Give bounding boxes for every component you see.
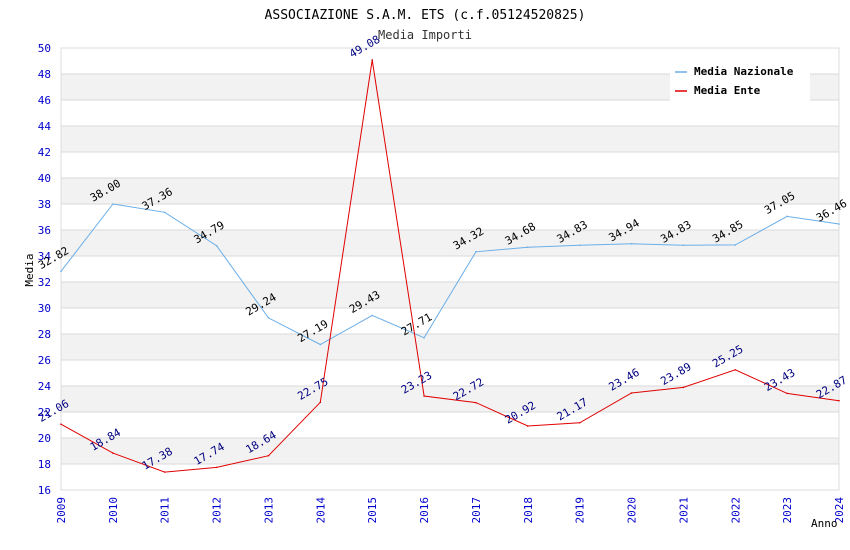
data-label: 21.06 xyxy=(36,397,71,425)
data-point xyxy=(734,244,737,246)
y-tick-label: 26 xyxy=(38,354,51,367)
y-tick-label: 44 xyxy=(38,120,52,133)
data-point xyxy=(371,59,374,61)
x-tick-label: 2015 xyxy=(366,497,379,524)
series-line-media-nazionale xyxy=(60,203,840,346)
data-point xyxy=(267,454,270,457)
x-tick-label: 2012 xyxy=(211,497,224,524)
y-tick-label: 32 xyxy=(38,276,51,289)
y-tick-label: 48 xyxy=(38,68,51,81)
x-tick-label: 2022 xyxy=(729,497,742,524)
data-point xyxy=(578,244,581,247)
y-tick-label: 20 xyxy=(38,432,51,445)
x-tick-label: 2014 xyxy=(314,497,327,524)
y-tick-label: 24 xyxy=(38,380,52,393)
x-tick-label: 2010 xyxy=(107,497,120,524)
x-tick-label: 2020 xyxy=(626,497,639,524)
grid-band xyxy=(61,230,839,256)
data-label: 49.08 xyxy=(347,33,382,61)
data-point xyxy=(215,466,218,469)
x-tick-label: 2017 xyxy=(470,497,483,524)
data-point xyxy=(838,223,840,225)
data-point xyxy=(630,242,633,245)
y-tick-label: 18 xyxy=(38,458,51,471)
y-axis-ticks: 16 18 20 22 24 26 28 30 32 34 36 38 40 42 44 46 48 50 xyxy=(38,42,52,497)
data-point xyxy=(838,399,840,402)
y-axis-label: Media xyxy=(23,253,36,286)
data-point xyxy=(786,392,788,395)
data-point xyxy=(682,244,685,247)
y-tick-label: 50 xyxy=(38,42,51,55)
data-point xyxy=(734,368,737,371)
data-point xyxy=(319,343,322,346)
x-tick-label: 2019 xyxy=(574,497,587,524)
x-tick-label: 2024 xyxy=(833,497,846,524)
grid-band xyxy=(61,438,839,464)
x-tick-label: 2009 xyxy=(55,497,68,524)
grid-band xyxy=(61,126,839,152)
grid-band xyxy=(61,334,839,360)
data-point xyxy=(786,215,788,218)
x-tick-label: 2011 xyxy=(159,497,172,524)
grid-lines xyxy=(61,47,839,491)
data-point xyxy=(215,244,218,247)
data-point xyxy=(578,421,581,424)
data-point xyxy=(527,425,529,427)
x-tick-label: 2021 xyxy=(677,497,690,524)
chart-title: ASSOCIAZIONE S.A.M. ETS (c.f.05124520825… xyxy=(265,8,586,23)
data-point xyxy=(163,471,166,473)
data-label: 23.89 xyxy=(658,360,693,388)
data-label: 32.82 xyxy=(36,244,71,272)
data-point xyxy=(475,251,477,253)
y-tick-label: 28 xyxy=(38,328,51,341)
plot-area xyxy=(60,47,840,491)
legend-label-media-nazionale: Media Nazionale xyxy=(694,65,794,78)
x-tick-label: 2013 xyxy=(262,497,275,524)
y-tick-label: 42 xyxy=(38,146,51,159)
y-tick-label: 34 xyxy=(38,250,52,263)
legend-label-media-ente: Media Ente xyxy=(694,84,761,97)
y-tick-label: 40 xyxy=(38,172,51,185)
data-point xyxy=(267,317,270,319)
y-tick-label: 22 xyxy=(38,406,51,419)
data-point xyxy=(112,203,114,205)
data-point xyxy=(423,395,425,397)
data-point xyxy=(163,211,166,214)
data-point xyxy=(527,246,529,248)
data-point xyxy=(60,270,62,273)
y-tick-label: 46 xyxy=(38,94,51,107)
series-line-media-ente xyxy=(60,59,840,473)
x-axis-label: Anno xyxy=(811,517,838,530)
data-point xyxy=(112,452,114,454)
data-point xyxy=(475,401,477,404)
chart-subtitle: Media Importi xyxy=(378,28,472,42)
y-tick-label: 16 xyxy=(38,484,51,497)
data-point xyxy=(371,314,374,317)
data-point xyxy=(630,392,633,394)
x-tick-label: 2023 xyxy=(781,497,794,524)
data-point xyxy=(319,401,322,404)
y-tick-label: 30 xyxy=(38,302,51,315)
grid-band xyxy=(61,178,839,204)
grid-bands xyxy=(61,74,839,464)
legend: Media Nazionale Media Ente xyxy=(670,58,810,102)
data-point xyxy=(423,336,425,339)
legend-box xyxy=(670,58,810,102)
series-lines xyxy=(60,59,840,473)
data-point xyxy=(682,386,685,389)
x-axis-ticks: 2009 2010 2011 2012 2013 2014 2015 2016 2017 2018… xyxy=(55,497,846,524)
y-tick-label: 36 xyxy=(38,224,51,237)
x-tick-label: 2016 xyxy=(418,497,431,524)
data-point xyxy=(60,423,62,426)
y-tick-label: 38 xyxy=(38,198,51,211)
x-tick-label: 2018 xyxy=(522,497,535,524)
